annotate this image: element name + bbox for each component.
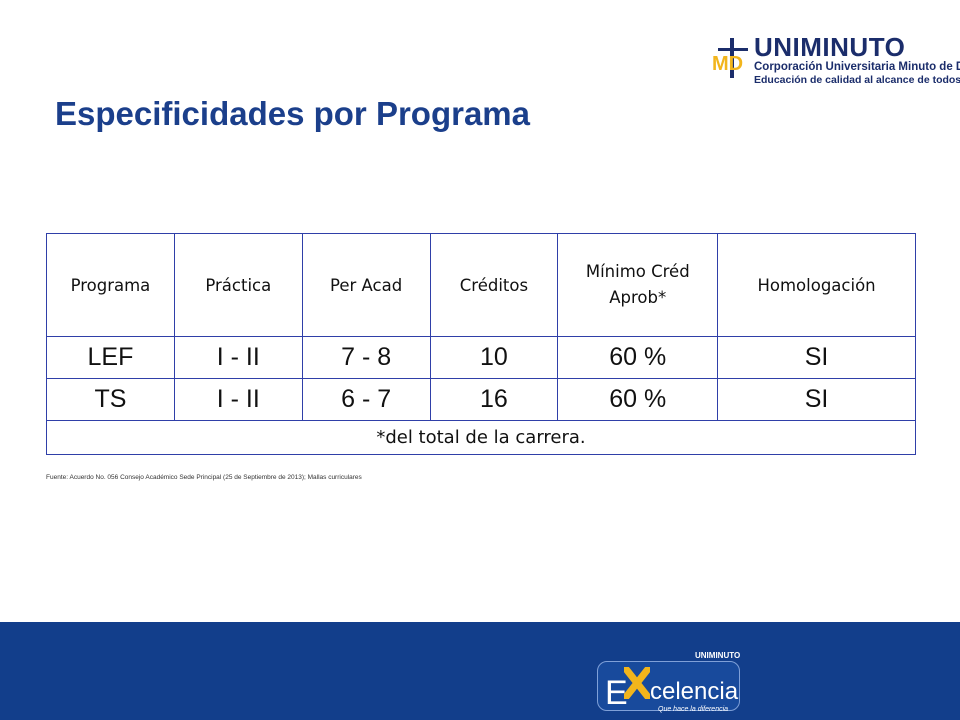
table-note-row: *del total de la carrera.	[46, 420, 916, 455]
logo-tagline: Educación de calidad al alcance de todos	[754, 74, 960, 86]
md-mark: MD	[712, 53, 743, 75]
excelencia-letter-e: E	[605, 674, 628, 712]
header-programa: Programa	[46, 233, 175, 337]
header-minimo-cred-aprob: Mínimo Créd Aprob*	[557, 233, 719, 337]
cell-minimo: 60 %	[557, 336, 719, 379]
excelencia-logo-frame: E celencia Que hace la diferencia	[597, 661, 740, 713]
excelencia-word: celencia	[650, 678, 739, 705]
cell-programa: TS	[46, 378, 175, 421]
header-creditos: Créditos	[429, 233, 559, 337]
footer-band	[0, 622, 960, 720]
excelencia-logo: UNIMINUTO E celencia Que hace la diferen…	[597, 651, 741, 713]
excelencia-logo-top: UNIMINUTO	[695, 651, 741, 660]
cell-practica: I - II	[173, 378, 303, 421]
cell-creditos: 10	[429, 336, 559, 379]
table-header-row: Programa Práctica Per Acad Créditos Míni…	[46, 233, 916, 337]
cell-per-acad: 7 - 8	[301, 336, 431, 379]
cell-per-acad: 6 - 7	[301, 378, 431, 421]
table-row: LEF I - II 7 - 8 10 60 % SI	[46, 336, 916, 379]
header-practica: Práctica	[173, 233, 303, 337]
header-per-acad: Per Acad	[301, 233, 431, 337]
logo-name: UNIMINUTO	[754, 32, 906, 62]
uniminuto-logo: MD UNIMINUTO Corporación Universitaria M…	[710, 32, 960, 88]
cell-creditos: 16	[429, 378, 559, 421]
cell-practica: I - II	[173, 336, 303, 379]
cell-programa: LEF	[46, 336, 175, 379]
excelencia-slogan: Que hace la diferencia	[658, 706, 729, 713]
source-citation: Fuente: Acuerdo No. 056 Consejo Académic…	[46, 474, 362, 481]
header-minimo-line1: Mínimo Créd	[585, 262, 690, 281]
cell-homologacion: SI	[717, 336, 916, 379]
md-cross-logo-icon: MD	[712, 38, 748, 78]
logo-subtitle: Corporación Universitaria Minuto de Dios	[754, 61, 960, 73]
x-mark-icon	[624, 667, 650, 699]
cell-minimo: 60 %	[557, 378, 719, 421]
header-minimo-line2: Aprob*	[609, 288, 667, 307]
table-note: *del total de la carrera.	[46, 420, 916, 455]
header-homologacion: Homologación	[717, 233, 916, 337]
page-title: Especificidades por Programa	[55, 95, 531, 132]
cell-homologacion: SI	[717, 378, 916, 421]
table-row: TS I - II 6 - 7 16 60 % SI	[46, 378, 916, 421]
program-specifics-table: Programa Práctica Per Acad Créditos Míni…	[46, 233, 916, 455]
